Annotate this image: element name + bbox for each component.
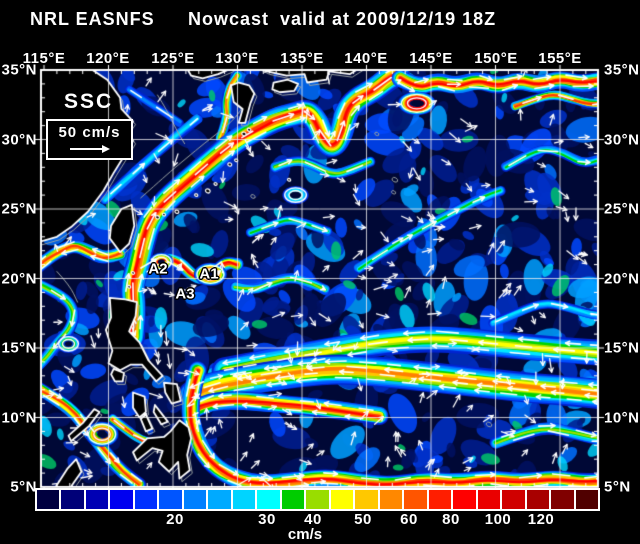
colorbar-cell: [477, 490, 501, 509]
colorbar-cell: [428, 490, 452, 509]
colorbar-tick: 50: [354, 511, 372, 528]
velocity-scale-box: 50 cm/s: [46, 119, 133, 160]
lon-label: 130°E: [215, 50, 259, 67]
colorbar-cell: [37, 490, 60, 509]
colorbar-cell: [159, 490, 182, 509]
lon-label: 140°E: [344, 50, 388, 67]
lat-label: 30°N: [1, 131, 37, 149]
lon-label: 115°E: [22, 50, 66, 67]
lat-label: 20°N: [604, 270, 640, 288]
lat-label: 5°N: [10, 478, 37, 496]
lat-label: 35°N: [604, 61, 640, 79]
lat-label: 25°N: [1, 200, 37, 218]
marker-a1: A1: [199, 265, 219, 283]
colorbar-cell: [355, 490, 378, 509]
lat-label: 35°N: [1, 61, 37, 79]
colorbar-cell: [232, 490, 256, 509]
colorbar-cell: [61, 490, 84, 509]
colorbar-cell: [551, 490, 574, 509]
field-label-ssc: SSC: [64, 90, 114, 113]
lat-label: 20°N: [1, 270, 37, 288]
velocity-scale-arrow-icon: [48, 145, 131, 153]
colorbar-cell: [526, 490, 550, 509]
colorbar-cell: [306, 490, 329, 509]
lon-label: 145°E: [409, 50, 453, 67]
colorbar-tick: 60: [400, 511, 418, 528]
colorbar-tick: 40: [304, 511, 322, 528]
colorbar-cell: [453, 490, 476, 509]
lat-label: 10°N: [604, 409, 640, 427]
colorbar-cell: [208, 490, 231, 509]
colorbar-cell: [502, 490, 525, 509]
colorbar-cell: [85, 490, 109, 509]
lon-label: 155°E: [538, 50, 582, 67]
colorbar-tick: 100: [484, 511, 512, 528]
lat-label: 5°N: [604, 478, 631, 496]
colorbar-cell: [404, 490, 427, 509]
colorbar-cell: [110, 490, 133, 509]
colorbar-tick: 120: [527, 511, 555, 528]
lat-label: 10°N: [1, 409, 37, 427]
colorbar-tick: 20: [166, 511, 184, 528]
title-product: NRL EASNFS: [30, 9, 155, 29]
velocity-scale-label: 50 cm/s: [58, 124, 121, 141]
lon-label: 125°E: [151, 50, 195, 67]
lon-label: 150°E: [474, 50, 518, 67]
colorbar-unit: cm/s: [287, 526, 323, 543]
lat-label: 15°N: [604, 339, 640, 357]
lon-label: 120°E: [86, 50, 130, 67]
speed-colorbar: [35, 488, 600, 511]
lat-label: 25°N: [604, 200, 640, 218]
colorbar-cell: [330, 490, 354, 509]
lat-label: 15°N: [1, 339, 37, 357]
colorbar-cell: [575, 490, 599, 509]
marker-a3: A3: [175, 285, 195, 303]
title-runtype: Nowcast: [188, 9, 270, 29]
colorbar-tick: 80: [442, 511, 460, 528]
marker-a2: A2: [148, 260, 168, 278]
lon-label: 135°E: [280, 50, 324, 67]
colorbar-cell: [183, 490, 207, 509]
colorbar-tick: 30: [258, 511, 276, 528]
colorbar-cell: [379, 490, 403, 509]
title-validtime: valid at 2009/12/19 18Z: [280, 9, 497, 29]
lat-label: 30°N: [604, 131, 640, 149]
colorbar-cell: [134, 490, 158, 509]
colorbar-cell: [281, 490, 305, 509]
colorbar-cell: [257, 490, 280, 509]
